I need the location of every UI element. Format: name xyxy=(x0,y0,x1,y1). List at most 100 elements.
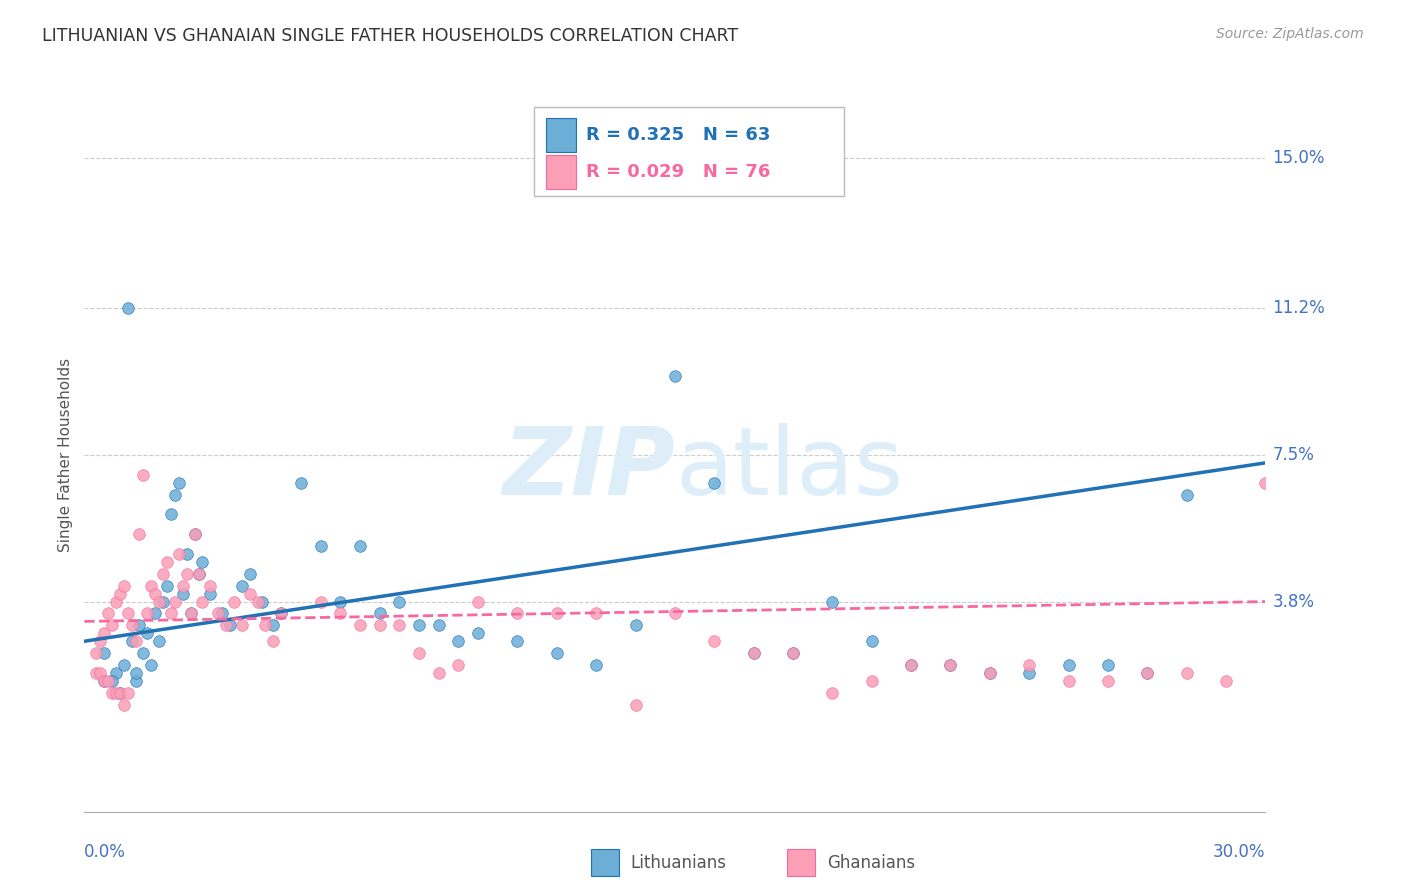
Point xyxy=(821,686,844,700)
Point xyxy=(219,618,242,632)
Point xyxy=(172,579,194,593)
Text: Lithuanians: Lithuanians xyxy=(630,854,725,871)
Point xyxy=(172,587,194,601)
Point xyxy=(191,555,214,569)
Point xyxy=(167,475,190,490)
Point xyxy=(215,618,238,632)
Point xyxy=(467,626,489,640)
Point xyxy=(939,658,962,673)
Point xyxy=(585,607,607,621)
Point xyxy=(108,686,131,700)
Point xyxy=(900,658,922,673)
Point xyxy=(141,658,163,673)
Point xyxy=(546,646,568,660)
Point xyxy=(136,626,159,640)
Point xyxy=(167,547,190,561)
Point xyxy=(180,607,202,621)
Point xyxy=(143,607,166,621)
Text: Source: ZipAtlas.com: Source: ZipAtlas.com xyxy=(1216,27,1364,41)
Point xyxy=(262,634,284,648)
Point xyxy=(84,646,107,660)
Point xyxy=(112,698,135,712)
Y-axis label: Single Father Households: Single Father Households xyxy=(58,358,73,552)
Point xyxy=(329,607,352,621)
Point xyxy=(97,673,120,688)
Text: LITHUANIAN VS GHANAIAN SINGLE FATHER HOUSEHOLDS CORRELATION CHART: LITHUANIAN VS GHANAIAN SINGLE FATHER HOU… xyxy=(42,27,738,45)
Text: R = 0.325   N = 63: R = 0.325 N = 63 xyxy=(586,126,770,144)
Point xyxy=(200,587,222,601)
Point xyxy=(368,618,391,632)
Point xyxy=(89,634,111,648)
Point xyxy=(231,579,253,593)
Point xyxy=(1057,658,1080,673)
Point xyxy=(112,579,135,593)
Text: 0.0%: 0.0% xyxy=(84,843,127,861)
Point xyxy=(1097,658,1119,673)
Point xyxy=(860,634,883,648)
Point xyxy=(141,579,163,593)
Text: 7.5%: 7.5% xyxy=(1272,446,1315,464)
Point xyxy=(160,607,183,621)
Point xyxy=(703,475,725,490)
Point xyxy=(156,555,179,569)
Text: R = 0.029   N = 76: R = 0.029 N = 76 xyxy=(586,163,770,181)
Point xyxy=(1175,665,1198,680)
Point xyxy=(585,658,607,673)
Point xyxy=(979,665,1001,680)
Point xyxy=(900,658,922,673)
Point xyxy=(1215,673,1237,688)
Point xyxy=(163,594,186,608)
Point xyxy=(408,618,430,632)
Point xyxy=(183,527,205,541)
Point xyxy=(152,566,174,581)
Point xyxy=(309,594,332,608)
Point xyxy=(388,594,411,608)
Point xyxy=(447,658,470,673)
Point xyxy=(368,607,391,621)
Text: 11.2%: 11.2% xyxy=(1272,299,1326,318)
Point xyxy=(207,607,229,621)
Point xyxy=(664,607,686,621)
Point xyxy=(349,618,371,632)
Point xyxy=(742,646,765,660)
Point xyxy=(89,665,111,680)
Point xyxy=(124,673,146,688)
Point xyxy=(309,539,332,553)
Text: ZIP: ZIP xyxy=(502,423,675,516)
Point xyxy=(187,566,209,581)
Point xyxy=(349,539,371,553)
Point xyxy=(136,607,159,621)
Point xyxy=(152,594,174,608)
Point xyxy=(1097,673,1119,688)
Point xyxy=(180,607,202,621)
Point xyxy=(703,634,725,648)
Point xyxy=(664,368,686,383)
Point xyxy=(782,646,804,660)
Point xyxy=(222,594,245,608)
Text: Ghanaians: Ghanaians xyxy=(827,854,915,871)
Point xyxy=(101,686,124,700)
Point xyxy=(108,686,131,700)
Point xyxy=(506,607,529,621)
Point xyxy=(160,508,183,522)
Point xyxy=(624,698,647,712)
Point xyxy=(1136,665,1159,680)
Text: atlas: atlas xyxy=(675,423,903,516)
Text: 3.8%: 3.8% xyxy=(1272,592,1315,611)
Point xyxy=(979,665,1001,680)
Point xyxy=(200,579,222,593)
Point xyxy=(821,594,844,608)
Point xyxy=(112,658,135,673)
Point xyxy=(427,618,450,632)
Point xyxy=(93,646,115,660)
Point xyxy=(388,618,411,632)
Point xyxy=(546,607,568,621)
Point xyxy=(143,587,166,601)
Point xyxy=(93,673,115,688)
Point xyxy=(148,634,170,648)
Point xyxy=(187,566,209,581)
Point xyxy=(1057,673,1080,688)
Point xyxy=(104,686,127,700)
Point xyxy=(1018,665,1040,680)
Point xyxy=(427,665,450,680)
